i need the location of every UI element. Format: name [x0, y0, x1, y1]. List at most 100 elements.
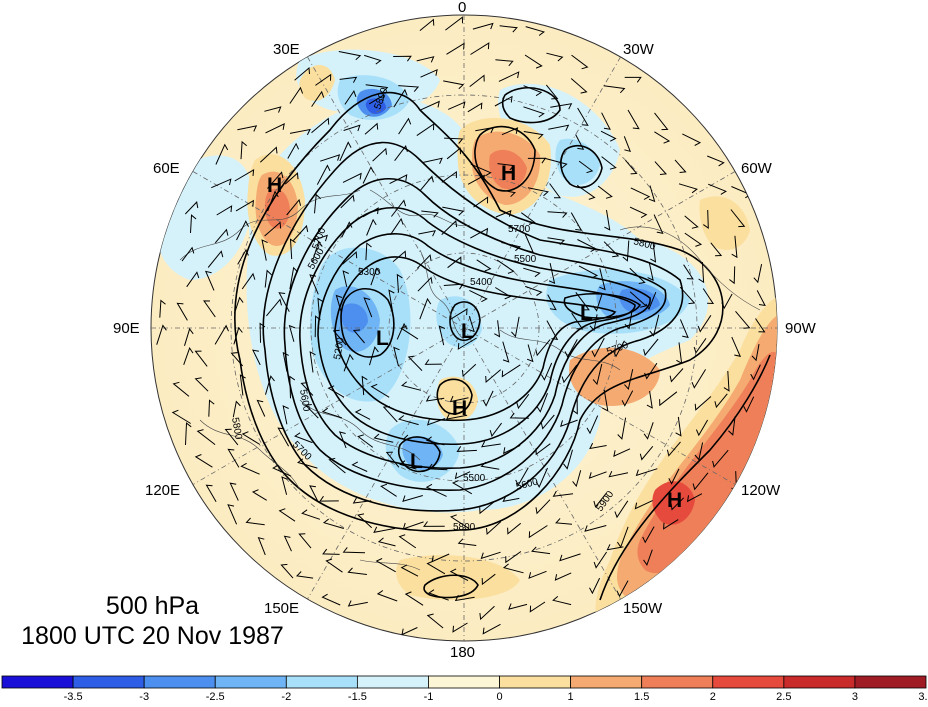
wind-barb [237, 125, 258, 132]
wind-barb [586, 415, 599, 435]
wind-barb [241, 272, 256, 290]
wind-barb [731, 336, 742, 357]
wind-barb [756, 290, 766, 307]
colorbar-swatch [783, 675, 856, 689]
wind-barb [570, 212, 583, 231]
height-contour [563, 293, 642, 319]
wind-barb [272, 464, 292, 477]
level-title: 500 hPa [105, 592, 200, 620]
wind-barb [627, 109, 640, 130]
wind-barb [663, 519, 679, 530]
wind-barb [524, 54, 543, 69]
lon-label: 120E [145, 482, 180, 499]
wind-barb [643, 549, 653, 566]
colorbar-swatch [641, 675, 714, 689]
contour-label: 5500 [463, 473, 486, 484]
wind-barb [629, 291, 648, 308]
wind-barb [708, 183, 728, 195]
wind-barb [215, 143, 229, 165]
wind-barb [654, 131, 671, 144]
wind-barb [614, 500, 629, 519]
wind-barb [398, 415, 419, 426]
wind-barb [338, 51, 362, 61]
wind-barb [695, 419, 709, 437]
wind-barb [472, 22, 494, 30]
wind-barb [496, 259, 515, 274]
wind-barb [417, 276, 433, 292]
wind-barb [194, 377, 209, 392]
wind-barb [321, 593, 341, 606]
height-contour [283, 178, 667, 491]
positive-anomaly-region [569, 347, 660, 406]
wind-barb [668, 468, 680, 485]
wind-barb [300, 382, 314, 396]
wind-barb [402, 495, 423, 502]
positive-anomaly-region [436, 376, 478, 421]
wind-barb [547, 211, 568, 218]
wind-barb [304, 404, 319, 419]
colorbar-swatch [499, 675, 572, 689]
wind-barb [480, 551, 501, 560]
wind-barb [400, 564, 419, 577]
wind-barb [341, 221, 353, 238]
longitude-labels: 0 30W 60W 90W 120W 150W 180 150E 120E 90… [113, 0, 817, 661]
height-contour [449, 301, 481, 342]
wind-barb [723, 370, 730, 392]
colorbar-tick-label: 2.5 [776, 691, 791, 702]
wind-barb [393, 88, 408, 108]
wind-barb [684, 215, 699, 229]
colorbar-swatch [143, 675, 216, 689]
low-center: L [580, 302, 593, 325]
colorbar-tick-label: -3 [139, 691, 149, 702]
wind-barb [575, 134, 585, 150]
wind-barb [207, 250, 224, 268]
contour-label: 5200 [332, 336, 347, 360]
wind-barb [357, 513, 373, 529]
wind-barb [184, 327, 194, 346]
wind-barb [311, 90, 325, 107]
wind-barb [194, 454, 213, 468]
wind-barb [237, 248, 249, 265]
low-center: L [461, 320, 474, 343]
wind-barb [338, 431, 347, 449]
wind-barb [426, 613, 444, 629]
wind-barb [398, 85, 420, 92]
wind-barb [476, 259, 492, 272]
wind-barb [449, 568, 469, 582]
wind-barb [352, 497, 372, 504]
wind-barb [183, 347, 194, 365]
wind-barb [563, 449, 573, 470]
wind-barb [698, 261, 705, 284]
wind-barb [731, 235, 738, 259]
wind-barb [339, 76, 358, 83]
wind-barb [535, 443, 551, 456]
wind-barb [457, 337, 477, 350]
wind-barb [448, 101, 466, 110]
wind-barb [470, 227, 489, 239]
wind-barb [416, 123, 435, 137]
wind-barb [521, 212, 536, 225]
wind-barb [549, 183, 561, 199]
time-title: 1800 UTC 20 Nov 1987 [21, 622, 284, 650]
wind-barb [438, 325, 446, 346]
wind-barb [588, 471, 607, 479]
wind-barb [624, 76, 642, 83]
wind-barb [499, 25, 518, 33]
wind-barb [363, 297, 373, 318]
wind-barb [494, 95, 513, 107]
wind-barb [528, 570, 547, 579]
wind-barb [486, 521, 502, 536]
wind-barb [571, 312, 584, 330]
wind-barb [575, 292, 590, 311]
contour-label: 5800 [229, 417, 244, 441]
wind-barb [240, 462, 260, 475]
high-center: H [501, 162, 516, 185]
contour-label: 5300 [358, 267, 381, 278]
wind-barb [311, 234, 328, 242]
wind-barb [473, 196, 489, 208]
wind-barb [416, 254, 432, 269]
wind-barb [233, 296, 244, 314]
wind-barb [548, 262, 556, 285]
wind-barb [224, 428, 239, 446]
colorbar-tick-label: 0 [496, 691, 502, 702]
